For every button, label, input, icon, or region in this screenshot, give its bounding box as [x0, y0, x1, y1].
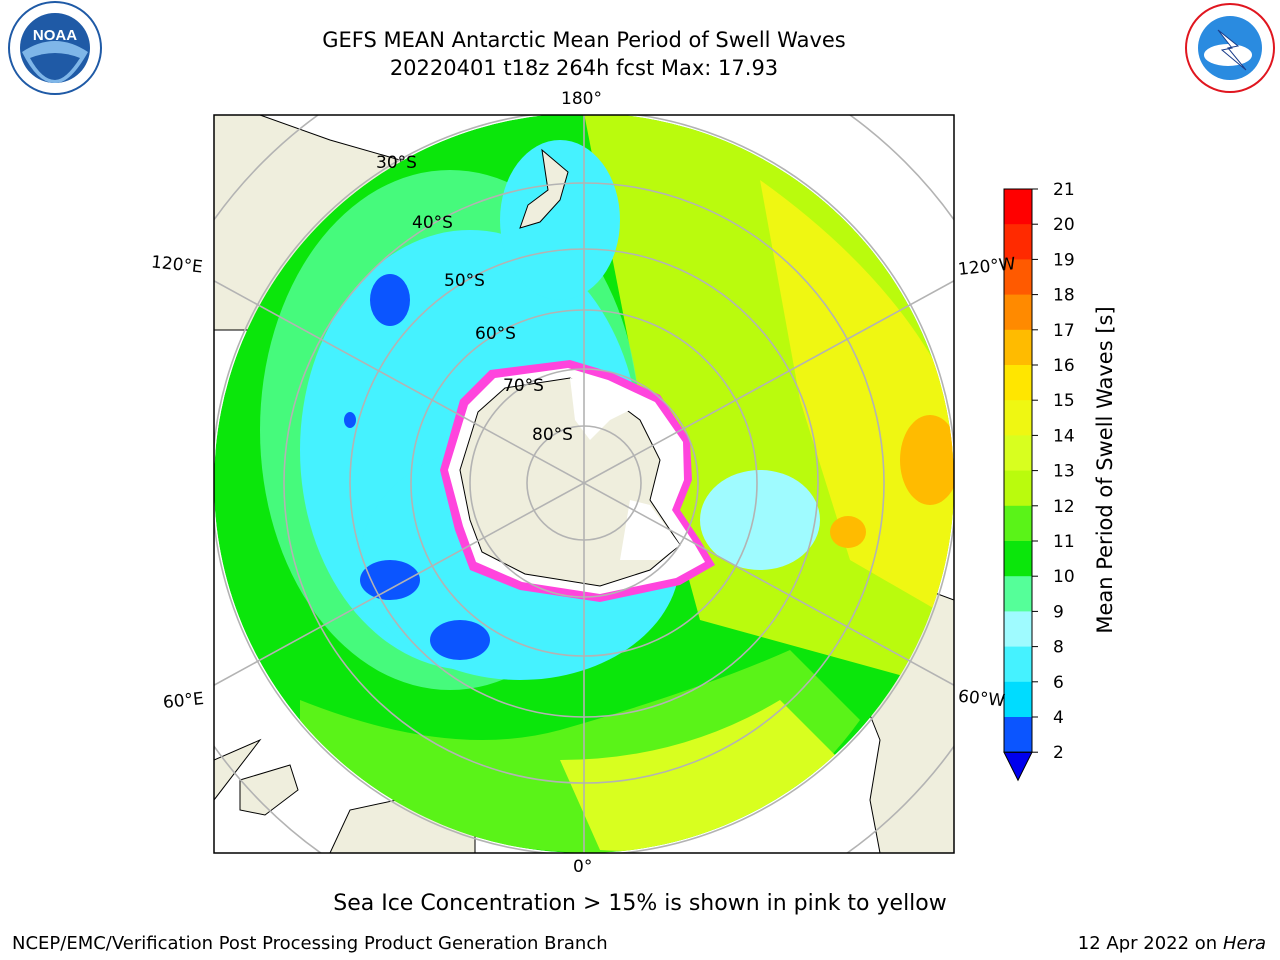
- colorbar-segment: [1004, 646, 1032, 683]
- colorbar-tick-label: 13: [1053, 462, 1075, 482]
- parallel-label-80s: 80°S: [532, 425, 573, 445]
- colorbar-tick-label: 16: [1053, 356, 1075, 376]
- colorbar-segment: [1004, 400, 1032, 436]
- colorbar-tick-label: 2: [1053, 743, 1064, 763]
- meridian-label-60w: 60°W: [957, 686, 1006, 712]
- parallel-label-50s: 50°S: [444, 271, 485, 291]
- colorbar-tick-label: 9: [1053, 602, 1064, 622]
- colorbar-tick-label: 11: [1053, 532, 1075, 552]
- colorbar-tick-label: 12: [1053, 497, 1075, 517]
- colorbar-segment: [1004, 365, 1032, 401]
- colorbar-segment: [1004, 541, 1032, 577]
- meridian-label-0: 0°: [573, 857, 593, 877]
- colorbar-tick-label: 10: [1053, 567, 1075, 587]
- footer-date-text: 12 Apr 2022 on: [1077, 933, 1223, 954]
- colorbar-segment: [1004, 329, 1032, 366]
- colorbar-tick-label: 4: [1053, 708, 1064, 728]
- colorbar-segment: [1004, 611, 1032, 648]
- noaa-logo-text: NOAA: [33, 27, 77, 44]
- colorbar-segment: [1004, 189, 1032, 225]
- colorbar-tick-label: 18: [1053, 286, 1075, 306]
- parallel-label-40s: 40°S: [412, 213, 453, 233]
- colorbar-underflow: [1003, 751, 1033, 782]
- colorbar-tick-label: 15: [1053, 391, 1075, 411]
- sea-ice-note: Sea Ice Concentration > 15% is shown in …: [333, 891, 947, 916]
- footer-date: 12 Apr 2022 on Hera: [1078, 933, 1266, 954]
- colorbar-tick-label: 6: [1053, 673, 1064, 693]
- colorbar: 2 4 6 8 9 10 11 12 13 14 15 16 17 18 19 20 21: [1003, 180, 1075, 782]
- chart-title: GEFS MEAN Antarctic Mean Period of Swell…: [322, 28, 846, 52]
- colorbar-tick-label: 17: [1053, 321, 1075, 341]
- colorbar-tick-label: 19: [1053, 250, 1075, 270]
- colorbar-segment: [1004, 576, 1032, 612]
- colorbar-segment: [1004, 435, 1032, 472]
- colorbar-tick-label: 20: [1053, 215, 1075, 235]
- parallel-label-70s: 70°S: [503, 376, 544, 396]
- colorbar-segment: [1004, 717, 1032, 753]
- meridian-label-60e: 60°E: [162, 688, 205, 714]
- colorbar-segment: [1004, 681, 1032, 718]
- footer-system: Hera: [1222, 933, 1266, 954]
- chart-subtitle-date: 20220401 t18z 264h fcst Max: 17.93: [389, 56, 779, 80]
- colorbar-segment: [1004, 470, 1032, 507]
- colorbar-tick-label: 21: [1053, 180, 1075, 200]
- colorbar-tick-label: 14: [1053, 426, 1075, 446]
- map-frame: [213, 114, 955, 854]
- meridian-label-180: 180°: [561, 89, 602, 109]
- parallel-label-60s: 60°S: [475, 324, 516, 344]
- colorbar-segment: [1004, 294, 1032, 331]
- footer-credit: NCEP/EMC/Verification Post Processing Pr…: [12, 933, 608, 954]
- parallel-label-30s: 30°S: [376, 153, 417, 173]
- colorbar-segment: [1004, 505, 1032, 542]
- noaa-logo: NOAA: [8, 1, 102, 95]
- colorbar-segment: [1004, 224, 1032, 260]
- colorbar-label-wrap: Mean Period of Swell Waves [s]: [1093, 306, 1118, 633]
- colorbar-label: Mean Period of Swell Waves [s]: [1093, 306, 1117, 634]
- nws-logo: [1185, 3, 1275, 93]
- colorbar-tick-label: 8: [1053, 638, 1064, 658]
- colorbar-segment: [1004, 259, 1032, 296]
- meridian-label-120e: 120°E: [150, 252, 204, 278]
